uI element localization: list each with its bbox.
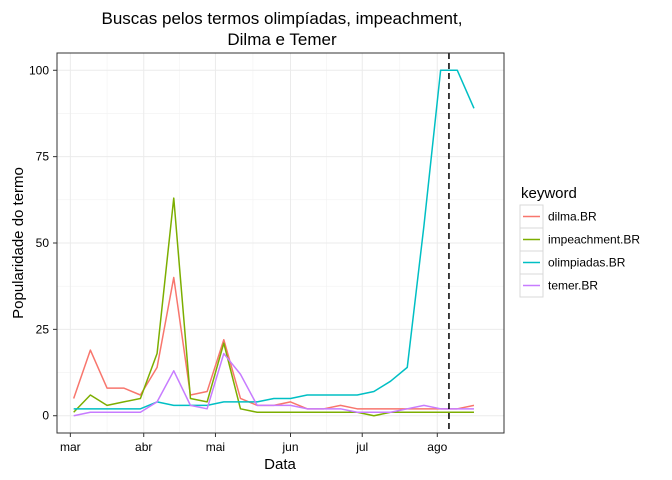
y-tick-label: 75 bbox=[36, 150, 50, 164]
legend-label: dilma.BR bbox=[548, 210, 597, 224]
x-axis: mar abr mai jun jul ago bbox=[60, 433, 448, 454]
y-tick-label: 100 bbox=[29, 63, 49, 77]
series-layer bbox=[72, 53, 475, 433]
series-line-temer-BR bbox=[73, 352, 474, 417]
series-line-olimpiadas-BR bbox=[73, 69, 475, 410]
y-tick-label: 25 bbox=[36, 322, 50, 336]
legend-label: olimpiadas.BR bbox=[548, 256, 626, 270]
x-tick-label: mai bbox=[206, 440, 225, 454]
y-tick-label: 0 bbox=[42, 409, 49, 423]
chart-title-line-1: Buscas pelos termos olimpíadas, impeachm… bbox=[102, 9, 463, 28]
x-tick-label: jul bbox=[355, 440, 368, 454]
chart-title-line-2: Dilma e Temer bbox=[227, 30, 337, 49]
series-line-impeachment-BR bbox=[73, 197, 474, 417]
x-axis-label: Data bbox=[264, 456, 296, 473]
legend-item: olimpiadas.BR bbox=[519, 250, 626, 275]
legend-item: temer.BR bbox=[519, 273, 598, 298]
legend-label: temer.BR bbox=[548, 279, 598, 293]
legend-item: dilma.BR bbox=[519, 204, 597, 229]
x-tick-label: abr bbox=[135, 440, 152, 454]
grid bbox=[57, 53, 504, 433]
legend: keyword dilma.BR impeachment.BR olimpiadas… bbox=[519, 185, 640, 298]
x-tick-label: ago bbox=[427, 440, 447, 454]
x-tick-label: jun bbox=[281, 440, 298, 454]
y-tick-label: 50 bbox=[36, 236, 50, 250]
legend-label: impeachment.BR bbox=[548, 233, 640, 247]
y-axis-label: Popularidade do termo bbox=[10, 167, 27, 319]
legend-title: keyword bbox=[521, 185, 577, 202]
y-axis: 0 25 50 75 100 bbox=[29, 63, 57, 423]
legend-item: impeachment.BR bbox=[519, 227, 640, 252]
x-tick-label: mar bbox=[60, 440, 81, 454]
